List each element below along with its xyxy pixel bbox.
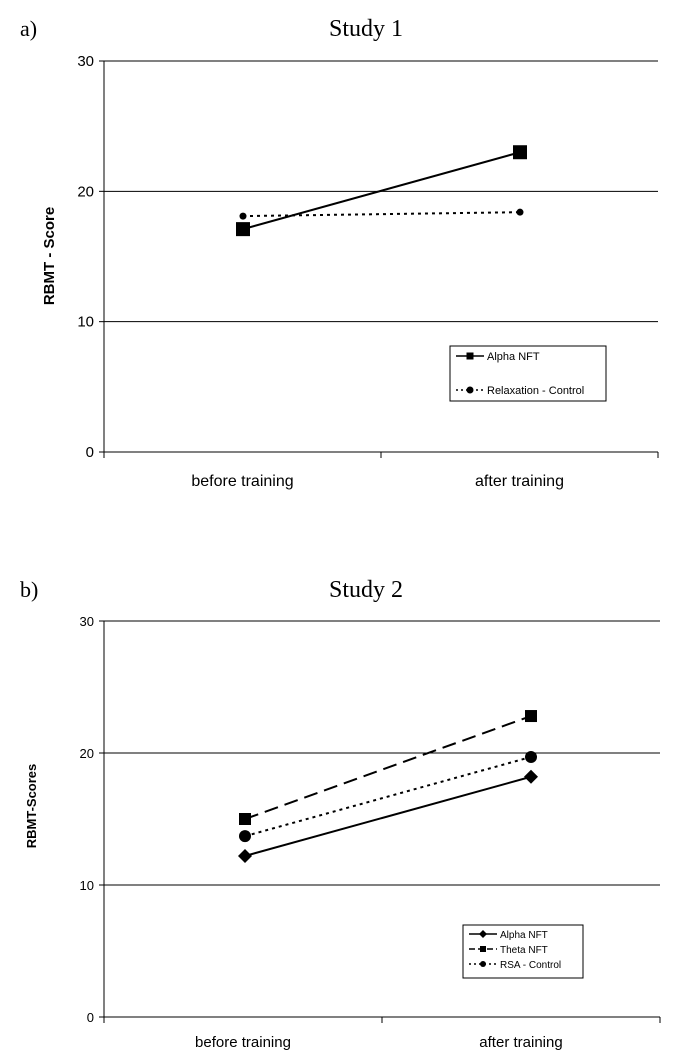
legend: Alpha NFT Relaxation - Control — [449, 345, 607, 402]
y-tick-label: 0 — [86, 444, 94, 461]
y-tick-label: 10 — [77, 314, 94, 331]
y-axis-label-study-2: RBMT-Scores — [24, 764, 39, 849]
y-tick-label: 10 — [80, 878, 94, 893]
data-point-alpha-nft — [236, 222, 250, 237]
x-category-label: after training — [475, 473, 564, 490]
data-point-relaxation-control — [516, 208, 524, 216]
x-category-label: before training — [191, 473, 293, 490]
data-point-rsa-control — [525, 750, 537, 763]
legend: Alpha NFT Theta NFT RSA - Control — [462, 924, 584, 979]
data-point-alpha-nft — [524, 769, 538, 784]
y-tick-label: 0 — [87, 1010, 94, 1025]
y-tick-label: 30 — [77, 53, 94, 70]
data-point-rsa-control — [239, 830, 251, 843]
series-line-alpha-nft — [242, 151, 521, 231]
chart-study-2: b) Study 2 RBMT-Scores 0 10 20 30 before tra… — [20, 577, 661, 1051]
panel-label-b: b) — [20, 577, 38, 602]
chart-title-study-1: Study 1 — [329, 16, 403, 42]
data-point-theta-nft — [239, 813, 251, 825]
legend-label-theta-nft: Theta NFT — [500, 945, 548, 956]
series-line-theta-nft — [244, 715, 532, 820]
x-category-label: before training — [195, 1034, 291, 1051]
y-axis-label-study-1: RBMT - Score — [41, 207, 58, 305]
legend-marker-alpha-nft — [466, 352, 474, 360]
data-point-relaxation-control — [239, 212, 247, 220]
chart-study-1: a) Study 1 RBMT - Score 0 10 20 30 before tr… — [20, 16, 659, 490]
legend-label-alpha-nft: Alpha NFT — [487, 351, 540, 363]
legend-box — [449, 345, 607, 402]
y-tick-label: 20 — [77, 183, 94, 200]
y-tick-label: 20 — [80, 746, 94, 761]
legend-label-relaxation-control: Relaxation - Control — [487, 385, 584, 397]
series-line-alpha-nft — [244, 775, 532, 857]
legend-marker-relaxation-control — [466, 386, 474, 394]
chart-title-study-2: Study 2 — [329, 577, 403, 603]
series-line-rsa-control — [244, 755, 532, 838]
data-point-theta-nft — [525, 710, 537, 723]
legend-marker-rsa-control — [480, 961, 486, 967]
panel-label-a: a) — [20, 16, 37, 41]
legend-label-rsa-control: RSA - Control — [500, 960, 561, 971]
series-line-relaxation-control — [242, 211, 521, 218]
data-point-alpha-nft — [238, 848, 252, 863]
legend-label-alpha-nft: Alpha NFT — [500, 930, 548, 941]
y-tick-label: 30 — [80, 614, 94, 629]
x-category-label: after training — [479, 1034, 562, 1051]
data-point-alpha-nft — [513, 145, 527, 160]
legend-marker-theta-nft — [480, 946, 486, 952]
legend-marker-alpha-nft — [479, 930, 487, 938]
